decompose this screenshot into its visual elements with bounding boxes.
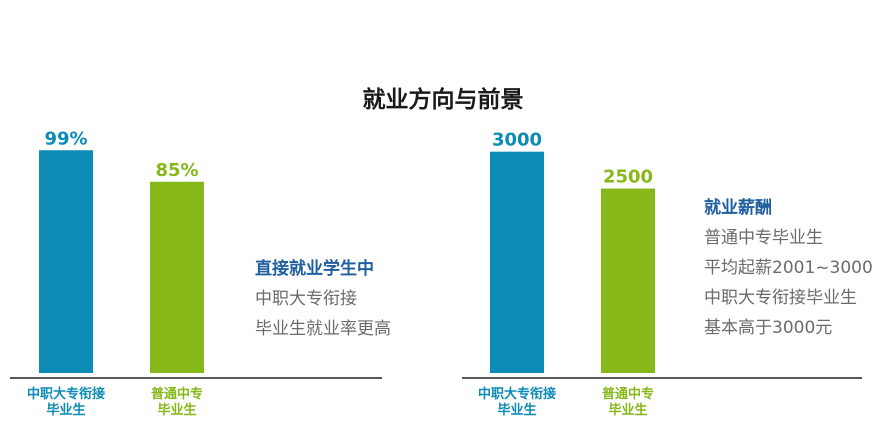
note-heading: 直接就业学生中 [255,259,374,279]
employment-rate-note: 直接就业学生中 中职大专衔接 毕业生就业率更高 [255,254,391,344]
bar [39,150,93,373]
category-label: 中职大专衔接毕业生 [27,386,105,418]
category-label: 普通中专毕业生 [602,386,654,418]
data-label: 3000 [492,130,542,151]
note-line: 中职大专衔接毕业生 [704,288,857,308]
page-title: 就业方向与前景 [362,87,524,113]
data-label: 85% [155,160,198,181]
note-line: 平均起薪2001~3000 [704,258,873,278]
note-line: 基本高于3000元 [704,318,833,338]
salary-note: 就业薪酬 普通中专毕业生 平均起薪2001~3000 中职大专衔接毕业生 基本高… [704,193,873,343]
bar [150,181,204,373]
data-label: 2500 [603,167,653,188]
bar [490,151,544,373]
note-heading: 就业薪酬 [704,198,772,218]
note-line: 毕业生就业率更高 [255,319,391,339]
category-label: 普通中专毕业生 [151,386,203,418]
bar-chart-2: 3000 中职大专衔接毕业生 2500 普通中专毕业生 [462,130,862,418]
data-label: 99% [44,128,87,149]
note-line: 普通中专毕业生 [704,228,823,248]
category-label: 中职大专衔接毕业生 [478,386,556,418]
bar-chart-1: 99% 中职大专衔接毕业生 85% 普通中专毕业生 [10,128,382,418]
note-line: 中职大专衔接 [255,289,357,309]
bar [601,188,655,373]
